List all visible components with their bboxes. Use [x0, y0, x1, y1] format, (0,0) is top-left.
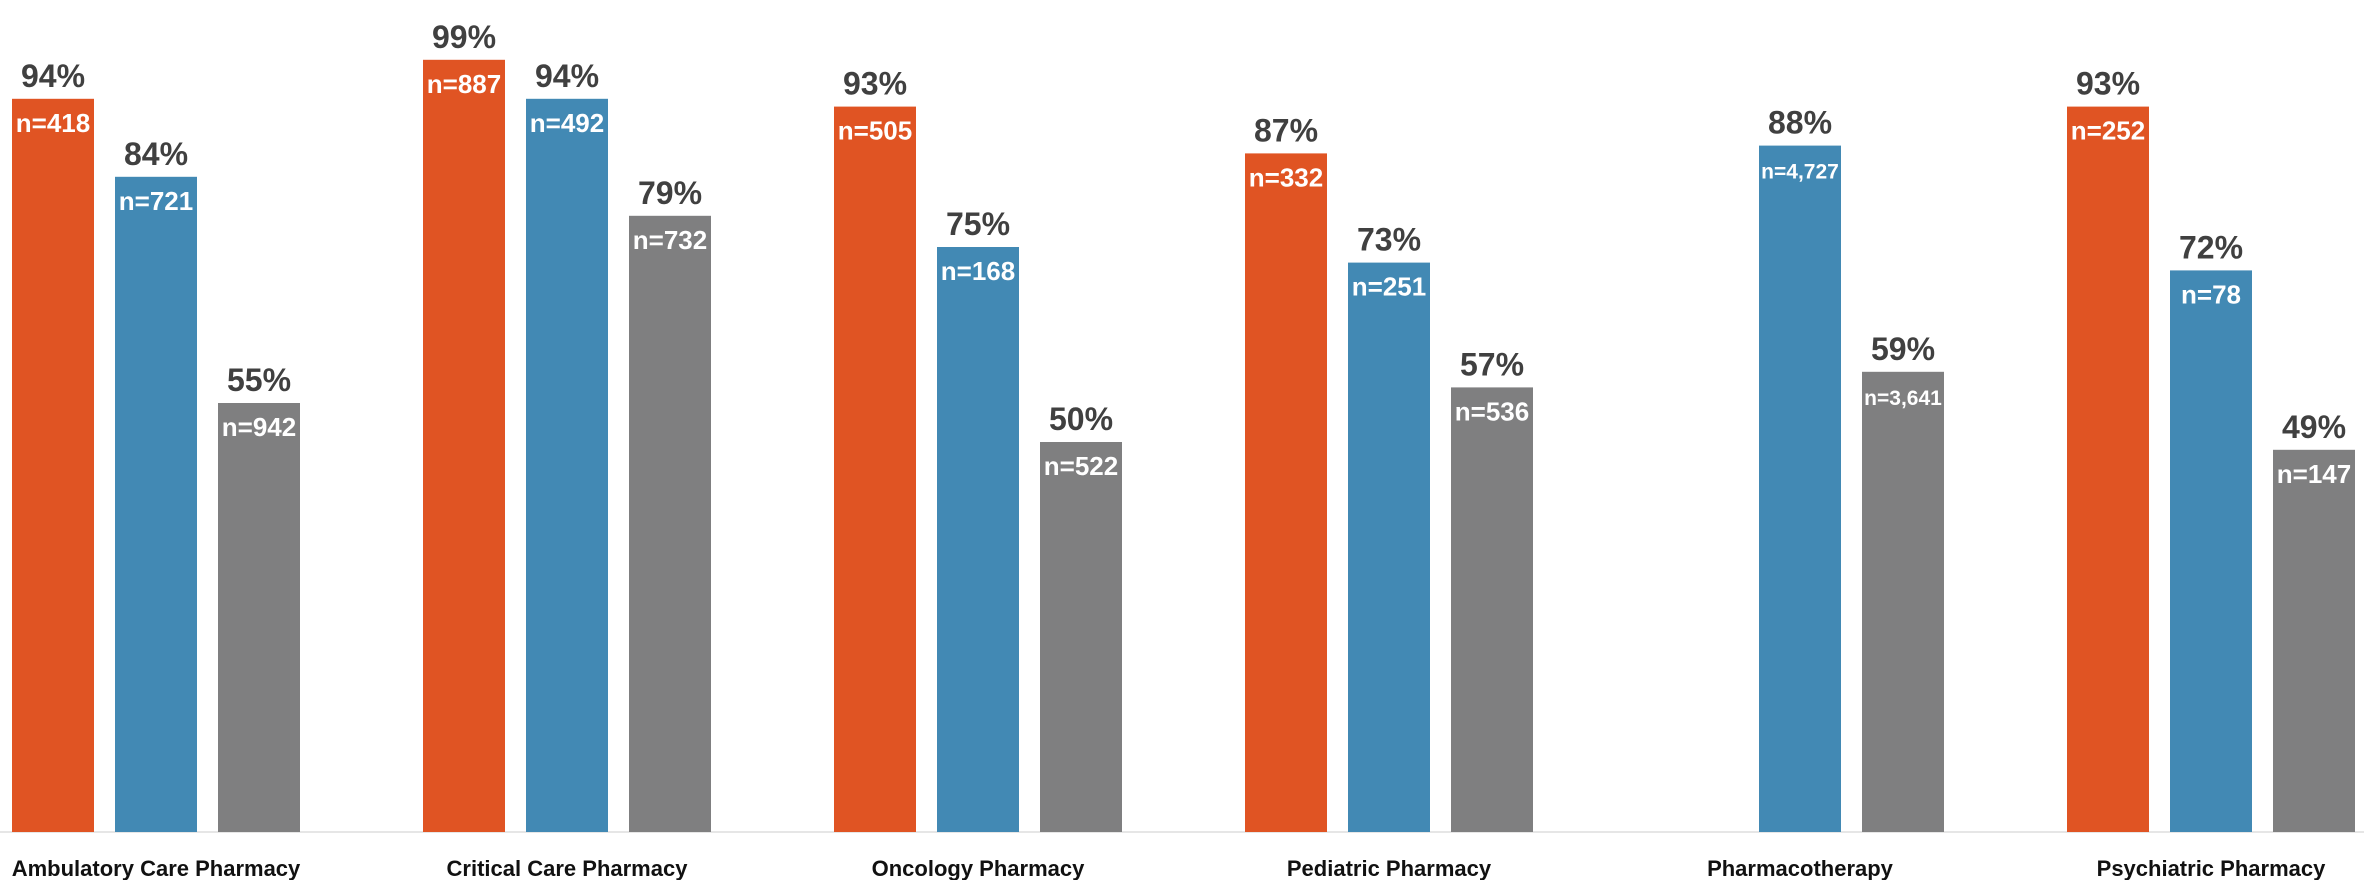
- n-label-critical-care-pharmacy-series-2: n=492: [530, 108, 604, 138]
- value-label-psychiatric-pharmacy-series-3: 49%: [2282, 409, 2346, 445]
- n-label-oncology-pharmacy-series-2: n=168: [941, 256, 1015, 286]
- value-label-oncology-pharmacy-series-1: 93%: [843, 66, 907, 102]
- category-label-oncology-pharmacy: Oncology Pharmacy: [872, 856, 1086, 880]
- value-label-oncology-pharmacy-series-3: 50%: [1049, 401, 1113, 437]
- n-label-critical-care-pharmacy-series-3: n=732: [633, 225, 707, 255]
- value-label-critical-care-pharmacy-series-3: 79%: [638, 175, 702, 211]
- n-label-critical-care-pharmacy-series-1: n=887: [427, 69, 501, 99]
- bar-oncology-pharmacy-series-1: [834, 106, 916, 833]
- bar-critical-care-pharmacy-series-2: [526, 98, 608, 833]
- bar-pediatric-pharmacy-series-1: [1245, 153, 1327, 832]
- n-label-psychiatric-pharmacy-series-2: n=78: [2181, 279, 2241, 309]
- bar-ambulatory-care-pharmacy-series-2: [115, 176, 197, 833]
- n-label-pediatric-pharmacy-series-1: n=332: [1249, 162, 1323, 192]
- category-label-pharmacotherapy: Pharmacotherapy: [1707, 856, 1894, 880]
- value-label-ambulatory-care-pharmacy-series-2: 84%: [124, 136, 188, 172]
- n-label-pharmacotherapy-series-3: n=3,641: [1864, 387, 1942, 410]
- value-label-pediatric-pharmacy-series-1: 87%: [1254, 112, 1318, 148]
- n-label-psychiatric-pharmacy-series-3: n=147: [2277, 459, 2351, 489]
- n-label-ambulatory-care-pharmacy-series-2: n=721: [119, 186, 193, 216]
- bar-pediatric-pharmacy-series-3: [1451, 387, 1533, 832]
- value-label-pharmacotherapy-series-2: 88%: [1768, 105, 1832, 141]
- bar-critical-care-pharmacy-series-3: [629, 215, 711, 833]
- n-label-pharmacotherapy-series-2: n=4,727: [1761, 161, 1839, 184]
- category-label-critical-care-pharmacy: Critical Care Pharmacy: [447, 856, 689, 880]
- bar-ambulatory-care-pharmacy-series-1: [12, 98, 94, 833]
- value-label-psychiatric-pharmacy-series-2: 72%: [2179, 229, 2243, 265]
- value-label-pediatric-pharmacy-series-3: 57%: [1460, 346, 1524, 382]
- bar-oncology-pharmacy-series-3: [1040, 442, 1122, 832]
- value-label-pharmacotherapy-series-3: 59%: [1871, 331, 1935, 367]
- bar-pediatric-pharmacy-series-2: [1348, 262, 1430, 833]
- category-label-ambulatory-care-pharmacy: Ambulatory Care Pharmacy: [12, 856, 301, 880]
- bar-pharmacotherapy-series-2: [1759, 145, 1841, 833]
- n-label-oncology-pharmacy-series-3: n=522: [1044, 451, 1118, 481]
- n-label-pediatric-pharmacy-series-3: n=536: [1455, 396, 1529, 426]
- value-label-ambulatory-care-pharmacy-series-3: 55%: [227, 362, 291, 398]
- n-label-ambulatory-care-pharmacy-series-3: n=942: [222, 412, 296, 442]
- n-label-pediatric-pharmacy-series-2: n=251: [1352, 272, 1426, 302]
- value-label-critical-care-pharmacy-series-2: 94%: [535, 58, 599, 94]
- bars-layer: [12, 59, 2355, 833]
- n-label-oncology-pharmacy-series-1: n=505: [838, 116, 912, 146]
- bar-critical-care-pharmacy-series-1: [423, 59, 505, 833]
- value-label-oncology-pharmacy-series-2: 75%: [946, 206, 1010, 242]
- category-labels-layer: Ambulatory Care Pharmacy Critical Care Ph…: [12, 856, 2326, 880]
- value-label-critical-care-pharmacy-series-1: 99%: [432, 19, 496, 55]
- n-label-ambulatory-care-pharmacy-series-1: n=418: [16, 108, 90, 138]
- labels-layer: 94% n=418 84% n=721 55% n=942 99% n=887 94% n=492…: [16, 19, 2351, 489]
- bar-ambulatory-care-pharmacy-series-3: [218, 403, 300, 832]
- bar-psychiatric-pharmacy-series-1: [2067, 106, 2149, 833]
- value-label-ambulatory-care-pharmacy-series-1: 94%: [21, 58, 85, 94]
- value-label-pediatric-pharmacy-series-2: 73%: [1357, 222, 1421, 258]
- value-label-psychiatric-pharmacy-series-1: 93%: [2076, 66, 2140, 102]
- category-label-pediatric-pharmacy: Pediatric Pharmacy: [1287, 856, 1492, 880]
- n-label-psychiatric-pharmacy-series-1: n=252: [2071, 116, 2145, 146]
- category-label-psychiatric-pharmacy: Psychiatric Pharmacy: [2097, 856, 2326, 880]
- bar-oncology-pharmacy-series-2: [937, 247, 1019, 832]
- bar-psychiatric-pharmacy-series-3: [2273, 449, 2355, 832]
- bar-psychiatric-pharmacy-series-2: [2170, 270, 2252, 832]
- bar-pharmacotherapy-series-3: [1862, 371, 1944, 832]
